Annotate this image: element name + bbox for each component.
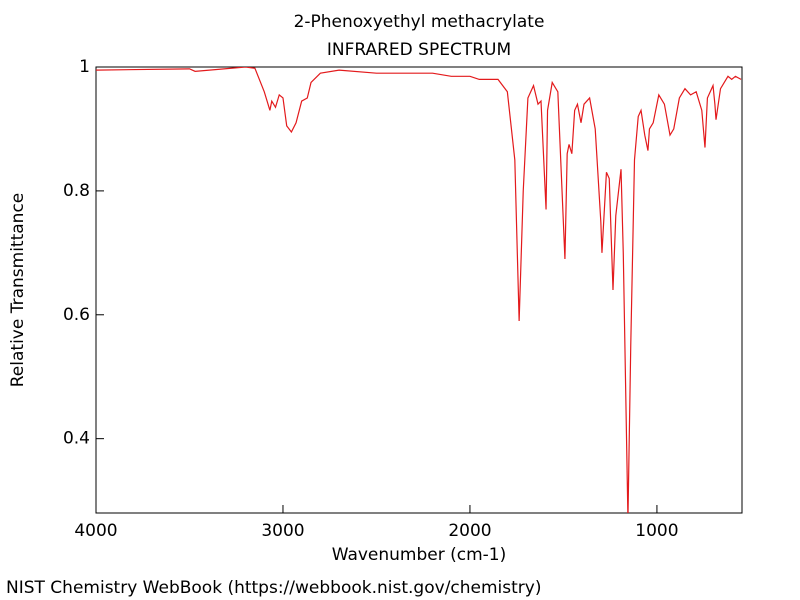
y-tick-label: 0.6	[63, 305, 90, 325]
chart-subtitle: INFRARED SPECTRUM	[327, 40, 511, 60]
y-tick-label: 1	[79, 57, 90, 77]
y-tick-label: 0.4	[63, 429, 90, 449]
source-note: NIST Chemistry WebBook (https://webbook.…	[6, 578, 541, 598]
plot-frame	[95, 66, 743, 514]
y-tick-label: 0.8	[63, 181, 90, 201]
spectrum-line	[96, 67, 742, 513]
x-tick-label: 1000	[635, 521, 678, 541]
x-tick-label: 3000	[261, 521, 304, 541]
y-axis-label: Relative Transmittance	[8, 193, 28, 388]
x-tick-label: 2000	[448, 521, 491, 541]
x-axis-label: Wavenumber (cm-1)	[332, 545, 507, 565]
x-tick-label: 4000	[74, 521, 117, 541]
chart-title: 2-Phenoxyethyl methacrylate	[294, 12, 545, 32]
